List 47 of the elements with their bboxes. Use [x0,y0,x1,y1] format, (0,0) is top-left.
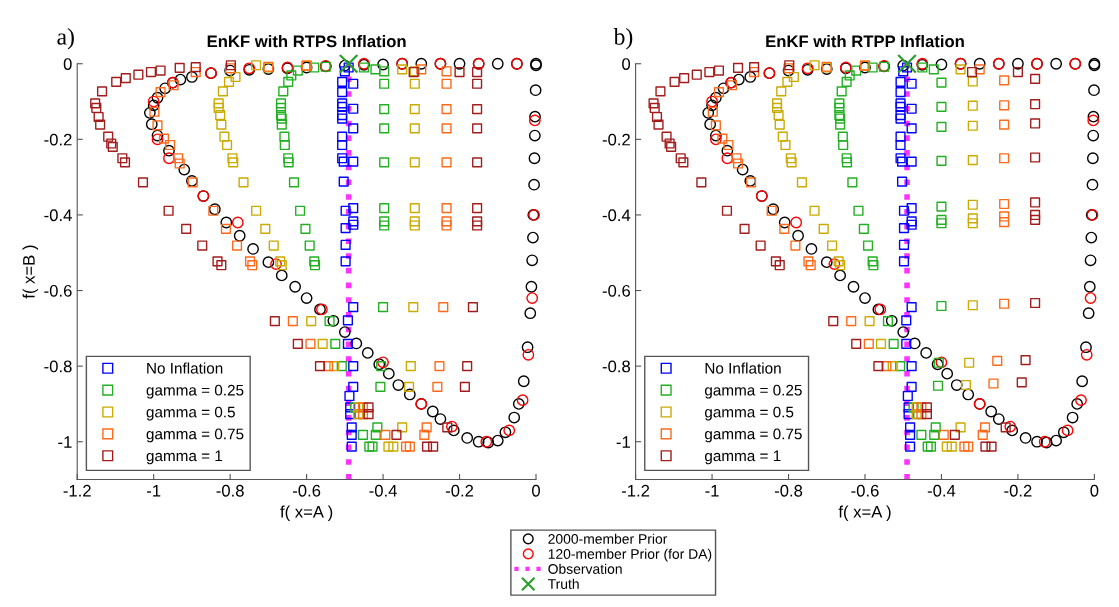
y-tick-label: 0 [63,58,72,70]
chart-title: EnKF with RTPS Inflation [207,34,406,48]
x-tick-label: -0.2 [445,484,474,497]
x-tick-label: -1 [705,485,719,497]
legend-label: gamma = 0.75 [146,428,244,443]
legend-label: gamma = 0.25 [146,384,244,399]
y-tick-label: -0.8 [602,360,631,373]
legend-label: gamma = 1 [704,450,781,465]
y-tick-label: -1 [616,436,630,448]
y-tick-label: -0.6 [602,284,630,297]
x-axis-title: f( x=A ) [838,505,891,522]
x-tick-label: -0.6 [851,484,879,497]
x-tick-label: -0.8 [774,484,803,497]
y-tick-label: -0.2 [44,133,72,146]
y-tick-label: -0.8 [44,360,72,373]
chart-title: EnKF with RTPP Inflation [766,34,964,48]
x-tick-label: 0 [532,484,540,497]
legend-label: 120-member Prior (for DA) [548,548,712,562]
y-axis-title: f( x=B ) [22,245,39,299]
x-tick-label: -1 [147,485,161,497]
y-tick-label: -0.4 [44,209,72,222]
x-tick-label: 0 [1090,484,1099,497]
text: a) [57,28,74,50]
legend-label: Truth [548,578,579,589]
x-tick-label: -1.2 [63,484,91,497]
x-tick-label: -0.4 [927,484,956,497]
x-tick-label: -0.4 [369,484,397,497]
x-tick-label: -0.8 [216,484,244,497]
legend-label: gamma = 0.5 [146,406,235,421]
text: b) [613,28,633,50]
legend-label: 2000-member Prior [548,533,668,544]
y-tick-label: -1 [58,436,72,448]
legend-label: gamma = 0.25 [704,384,802,399]
legend-label: Observation [548,563,622,574]
x-tick-label: -0.6 [292,484,321,497]
y-tick-label: -0.6 [44,284,72,297]
legend-label: gamma = 1 [146,450,223,465]
legend-label: No Inflation [147,362,223,374]
legend-label: No Inflation [705,362,781,374]
y-tick-label: -0.4 [602,209,631,222]
legend-label: gamma = 0.75 [704,428,802,443]
x-axis-title: f( x=A ) [280,505,333,522]
x-tick-label: -0.2 [1004,484,1032,497]
y-tick-label: 0 [622,58,631,70]
x-tick-label: -1.2 [621,484,650,497]
legend-label: gamma = 0.5 [704,406,794,421]
y-tick-label: -0.2 [602,133,630,146]
